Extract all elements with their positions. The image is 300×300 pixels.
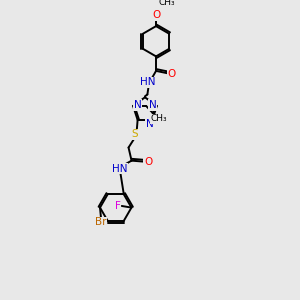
Text: O: O [144, 157, 152, 166]
Text: N: N [134, 100, 141, 110]
Text: HN: HN [112, 164, 127, 174]
Text: N: N [146, 118, 154, 128]
Text: O: O [168, 69, 176, 79]
Text: HN: HN [140, 77, 156, 87]
Text: CH₃: CH₃ [151, 114, 167, 123]
Text: O: O [152, 10, 160, 20]
Text: S: S [131, 129, 138, 140]
Text: F: F [115, 201, 121, 211]
Text: Br: Br [95, 217, 107, 227]
Text: CH₃: CH₃ [159, 0, 176, 7]
Text: N: N [148, 100, 156, 110]
